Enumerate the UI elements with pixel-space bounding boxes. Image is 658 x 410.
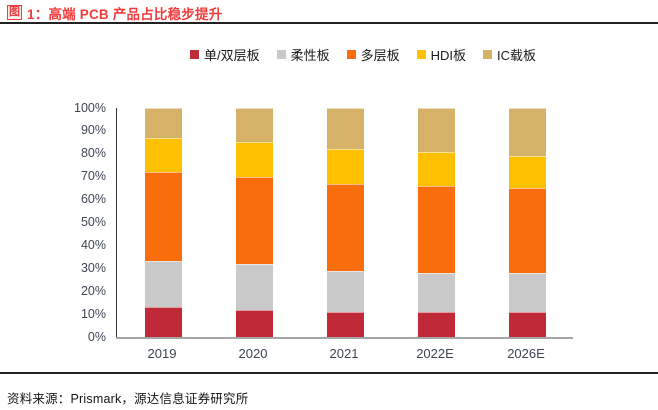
- figure-header: 图 1：高端 PCB 产品占比稳步提升: [7, 3, 222, 22]
- y-tick-label: 50%: [80, 215, 106, 229]
- legend-label: HDI板: [430, 47, 467, 63]
- legend-swatch-icon: [346, 49, 356, 59]
- bar-segment: [235, 263, 273, 310]
- bar-segment: [235, 176, 273, 264]
- bar-segment: [144, 172, 182, 262]
- bar-column-2022E: [417, 108, 455, 337]
- legend-label: IC载板: [497, 47, 537, 63]
- x-axis-tick-labels: 2019 2020 2021 2022E 2026E: [116, 346, 571, 364]
- legend-item: 柔性板: [276, 45, 330, 64]
- y-tick-label: 100%: [74, 100, 106, 115]
- bar-segment: [144, 137, 182, 173]
- x-tick-label: 2021: [329, 346, 359, 361]
- y-axis-tick-labels: 0% 10% 20% 30% 40% 50% 60% 70% 80% 90% 100%: [30, 101, 106, 344]
- bar-segment: [326, 149, 364, 184]
- legend-swatch-icon: [416, 49, 426, 59]
- figure-tag-box: 图: [7, 5, 22, 20]
- chart-legend: 单/双层板 柔性板 多层板 HDI板 IC载板: [0, 45, 658, 63]
- bar-segment: [417, 311, 455, 337]
- bar-column-2020: [235, 108, 273, 337]
- bar-segment: [508, 188, 546, 273]
- bar-segment: [326, 311, 364, 337]
- bar-segment: [417, 151, 455, 186]
- y-tick-label: 20%: [80, 283, 106, 298]
- legend-item: 单/双层板: [189, 45, 260, 64]
- y-tick-label: 90%: [80, 123, 106, 138]
- x-tick-label: 2019: [147, 346, 177, 361]
- x-tick-label: 2022E: [416, 346, 454, 361]
- legend-label: 单/双层板: [203, 47, 260, 63]
- bar-segment: [326, 108, 364, 150]
- x-tick-label: 2026E: [507, 346, 545, 361]
- y-tick-label: 40%: [80, 237, 106, 252]
- bar-segment: [508, 156, 546, 189]
- bar-segment: [326, 183, 364, 271]
- legend-swatch-icon: [483, 49, 493, 59]
- bar-segment: [235, 142, 273, 177]
- bar-segment: [508, 272, 546, 312]
- legend-label: 多层板: [360, 47, 400, 63]
- y-tick-label: 0%: [87, 329, 106, 344]
- legend-swatch-icon: [276, 49, 286, 59]
- bar-segment: [417, 185, 455, 273]
- legend-item: IC载板: [483, 45, 536, 64]
- footer-divider: [0, 372, 658, 374]
- bar-segment: [235, 108, 273, 143]
- bar-segment: [417, 108, 455, 152]
- bar-segment: [144, 307, 182, 337]
- bar-column-2021: [326, 108, 364, 337]
- bar-segment: [144, 108, 182, 138]
- legend-label: 柔性板: [290, 47, 330, 63]
- bar-segment: [508, 311, 546, 337]
- x-tick-label: 2020: [238, 346, 268, 361]
- bar-segment: [235, 309, 273, 337]
- bar-segment: [326, 270, 364, 312]
- y-tick-label: 80%: [80, 146, 106, 161]
- legend-swatch-icon: [189, 49, 199, 59]
- bar-segment: [417, 272, 455, 312]
- bar-column-2026E: [508, 108, 546, 337]
- bar-segment: [508, 108, 546, 157]
- bar-segment: [144, 261, 182, 308]
- figure-title: 1：高端 PCB 产品占比稳步提升: [27, 6, 223, 22]
- y-tick-label: 10%: [80, 306, 106, 321]
- legend-item: 多层板: [346, 45, 400, 64]
- plot-area: [115, 108, 573, 339]
- source-note: 资料来源：Prismark，源达信息证券研究所: [7, 392, 249, 406]
- legend-item: HDI板: [416, 45, 467, 64]
- x-axis-line: [115, 337, 573, 339]
- y-tick-label: 60%: [80, 192, 106, 207]
- y-tick-label: 70%: [80, 169, 106, 184]
- bar-column-2019: [144, 108, 182, 337]
- header-divider: [0, 22, 658, 24]
- y-tick-label: 30%: [80, 260, 106, 275]
